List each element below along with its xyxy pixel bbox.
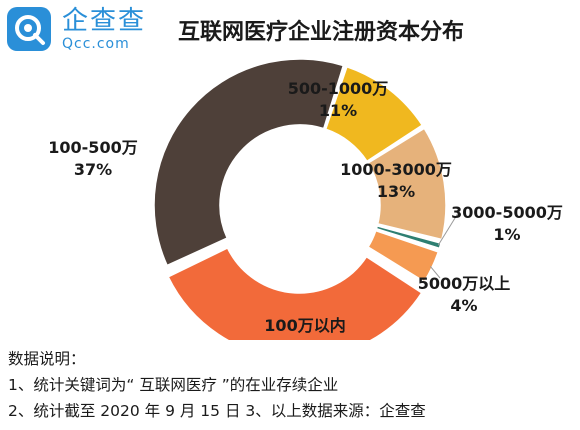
slice-100万以内 [167,246,423,340]
slice-label-100万以内: 100万以内 34% [264,316,345,340]
slice-label-100-500万: 100-500万 37% [48,138,137,179]
slice-5000万以上 [367,229,440,283]
slice-value-label: 37% [74,160,112,179]
qcc-logo-icon [7,7,51,51]
slice-value-label: 1% [493,225,520,244]
brand-domain: Qcc.com [62,36,130,52]
data-notes: 数据说明： 1、统计关键词为“ 互联网医疗 ”的在业存续企业 2、统计截至 20… [8,346,426,424]
slice-3000-5000万 [375,224,442,250]
slice-value-label: 11% [319,101,357,120]
slice-500-1000万 [324,65,424,163]
donut-chart: 500-1000万 11% 1000-3000万 13% 3000-5000万 1% 500… [48,58,563,340]
slice-value-label: 34% [286,338,324,340]
brand-name: 企查查 [62,6,147,36]
slice-category-label: 100万以内 [264,316,345,335]
slice-label-3000-5000万: 3000-5000万 1% [451,203,563,244]
notes-line-2: 2、统计截至 2020 年 9 月 15 日 3、以上数据来源：企查查 [8,402,426,420]
slice-category-label: 3000-5000万 [451,203,563,222]
leader-line-5000万以上 [429,265,441,279]
slice-category-label: 1000-3000万 [340,160,452,179]
slice-category-label: 100-500万 [48,138,137,157]
brand-logo: 企查查 Qcc.com [6,6,156,52]
leader-line-3000-5000万 [437,209,461,246]
slice-100-500万 [153,58,345,267]
slice-value-label: 4% [450,296,477,315]
chart-title: 互联网医疗企业注册资本分布 [178,20,465,45]
slice-category-label: 5000万以上 [418,274,511,293]
slice-label-1000-3000万: 1000-3000万 13% [340,160,452,201]
notes-line-1: 1、统计关键词为“ 互联网医疗 ”的在业存续企业 [8,376,339,394]
notes-heading: 数据说明： [8,350,86,368]
slice-category-label: 500-1000万 [288,79,389,98]
slice-label-500-1000万: 500-1000万 11% [288,79,389,120]
slice-value-label: 13% [377,182,415,201]
slice-label-5000万以上: 5000万以上 4% [418,274,511,315]
